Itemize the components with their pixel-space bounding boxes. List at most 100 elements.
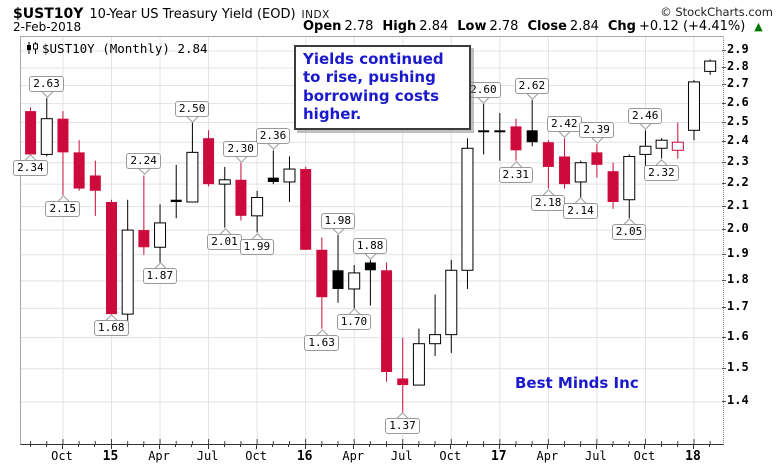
ohlc-quote-row: Open 2.78 High 2.84 Low 2.78 Close 2.84 Chg +0.12… — [303, 19, 763, 34]
y-axis-label: 1.5 — [727, 359, 749, 374]
y-axis-label: 1.8 — [727, 271, 749, 286]
callout-value: 2.63 — [29, 76, 64, 93]
callout-value: 1.70 — [336, 314, 372, 331]
candlestick — [542, 140, 554, 189]
y-axis-tick — [722, 367, 726, 369]
callout-value: 2.31 — [498, 166, 533, 183]
candlestick — [235, 162, 247, 221]
price-callout: 2.31 — [498, 160, 533, 183]
price-callout: 1.68 — [94, 314, 129, 337]
price-callout: 2.36 — [255, 128, 291, 151]
candlestick — [429, 294, 442, 357]
x-axis-tick — [466, 444, 468, 447]
candlestick — [40, 98, 53, 157]
x-axis-tick — [272, 444, 274, 447]
x-axis-tick — [175, 444, 177, 447]
price-callout: 2.62 — [514, 77, 550, 100]
x-axis-tick — [288, 444, 290, 447]
high-value: 2.84 — [419, 19, 449, 34]
x-axis-tick — [595, 444, 597, 449]
x-axis-tick — [207, 444, 209, 449]
x-axis-tick — [191, 444, 193, 447]
x-axis-tick — [401, 444, 403, 449]
callout-value: 2.15 — [45, 201, 80, 218]
y-axis-tick — [722, 102, 726, 104]
x-axis-tick — [579, 444, 581, 447]
x-axis-tick — [385, 444, 387, 447]
x-axis-label: 18 — [685, 449, 701, 464]
price-callout: 2.63 — [29, 76, 64, 98]
watermark-text: Best Minds Inc — [515, 374, 639, 392]
candlestick — [461, 138, 474, 289]
candlestick — [283, 156, 296, 203]
y-axis-tick — [722, 205, 726, 207]
candlestick — [348, 265, 361, 309]
callout-value: 1.98 — [320, 212, 356, 229]
x-axis-label: Oct — [245, 449, 267, 463]
price-callout: 2.42 — [547, 116, 582, 139]
candlestick — [655, 138, 668, 159]
price-callout: 2.50 — [174, 100, 210, 123]
y-axis-label: 2.3 — [727, 153, 749, 168]
x-axis-tick — [612, 444, 614, 447]
low-value: 2.78 — [489, 19, 519, 34]
x-axis-tick — [434, 444, 436, 447]
y-axis-label: 2.5 — [727, 113, 749, 128]
x-axis-tick — [256, 444, 258, 449]
candlestick — [218, 166, 231, 228]
change-value: +0.12 (+4.41%) — [638, 19, 746, 34]
callout-value: 1.88 — [352, 237, 388, 254]
y-axis-tick — [722, 307, 726, 309]
legend-text: $UST10Y (Monthly) 2.84 — [42, 41, 208, 56]
y-axis-label: 2.6 — [727, 94, 749, 109]
callout-value: 1.99 — [239, 238, 275, 255]
x-axis-tick — [515, 444, 516, 447]
chart-legend: $UST10Y (Monthly) 2.84 — [26, 41, 208, 56]
candlestick — [574, 160, 587, 198]
candlestick — [154, 204, 167, 263]
price-callout: 2.24 — [126, 153, 161, 176]
instrument-title: 10-Year US Treasury Yield (EOD) — [89, 7, 296, 22]
x-axis-label: Jul — [585, 449, 607, 463]
x-axis-tick — [126, 444, 128, 447]
price-callout: 2.34 — [13, 154, 48, 177]
y-axis-tick — [722, 229, 726, 231]
y-axis-tick — [722, 161, 726, 163]
candlestick — [623, 154, 636, 219]
annotation-note: Yields continued to rise, pushing borrow… — [294, 45, 471, 131]
ticker-symbol: $UST10Y — [13, 6, 84, 22]
y-axis-label: 2.1 — [727, 197, 749, 212]
callout-value: 2.46 — [627, 108, 663, 125]
candlestick — [138, 175, 150, 255]
y-axis-tick — [722, 121, 726, 123]
x-axis-tick — [304, 444, 306, 449]
candlestick — [57, 111, 69, 196]
x-axis-label: Apr — [536, 449, 559, 463]
price-callout: 2.46 — [627, 108, 663, 131]
plot-area: $UST10Y (Monthly) 2.84 Yields continued … — [13, 36, 724, 445]
candlestick — [412, 328, 425, 386]
y-axis-label: 2.4 — [727, 133, 749, 148]
x-axis-tick — [337, 444, 339, 447]
candlestick — [25, 107, 37, 161]
callout-value: 2.30 — [223, 140, 258, 157]
x-axis-label: Apr — [148, 449, 170, 463]
price-callout: 2.15 — [45, 195, 80, 218]
x-axis-tick — [692, 444, 694, 449]
callout-value: 2.32 — [644, 164, 679, 181]
candlestick — [494, 112, 506, 161]
x-axis-tick — [417, 444, 419, 447]
open-label: Open — [303, 19, 342, 34]
price-callout: 2.32 — [644, 158, 679, 181]
x-axis-tick — [482, 444, 484, 447]
candlestick — [89, 160, 101, 216]
x-axis-tick — [628, 444, 630, 447]
candlestick-chart-icon — [27, 42, 38, 54]
callout-value: 2.14 — [563, 203, 598, 220]
low-label: Low — [457, 19, 487, 34]
change-label: Chg — [607, 19, 636, 34]
candlestick — [364, 259, 376, 306]
y-axis-tick — [722, 253, 726, 255]
price-callout: 1.70 — [336, 308, 372, 331]
